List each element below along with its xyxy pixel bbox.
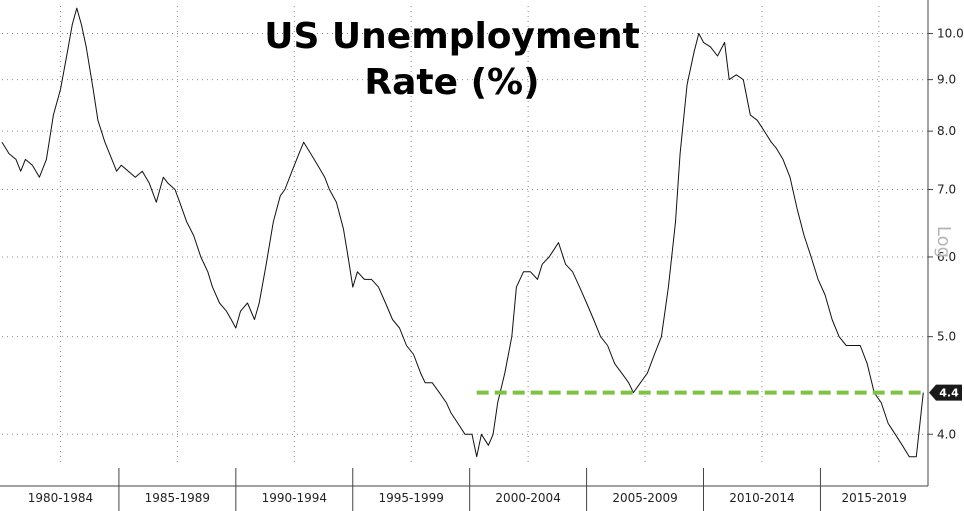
x-tick-label: 2010-2014 [729, 491, 794, 505]
log-scale-label: Log [933, 226, 954, 258]
x-tick-label: 1980-1984 [28, 491, 93, 505]
y-tick-label: 9.0 [937, 73, 956, 87]
grid-layer [2, 6, 928, 466]
series-line [1, 7, 924, 458]
y-tick-label: 6.0 [937, 250, 956, 264]
label-layer: 4.0 5.0 6.0 7.0 8.0 9.0 10.0 1980-1984 1985-1989… [28, 27, 964, 505]
y-tick-label: 8.0 [937, 124, 956, 138]
x-tick-label: 2005-2009 [612, 491, 677, 505]
y-tick-label: 4.0 [937, 427, 956, 441]
chart-title-line-1: US Unemployment [264, 16, 640, 57]
chart-title-line-2: Rate (%) [364, 62, 539, 103]
x-tick-label: 1995-1999 [379, 491, 444, 505]
last-value-badge [929, 384, 962, 401]
y-tick-label: 7.0 [937, 183, 956, 197]
x-tick-label: 2000-2004 [495, 491, 560, 505]
x-tick-label: 1990-1994 [262, 491, 327, 505]
series-layer [1, 7, 924, 458]
y-tick-label: 5.0 [937, 330, 956, 344]
y-tick-label: 10.0 [937, 27, 964, 41]
x-tick-label: 2015-2019 [842, 491, 907, 505]
x-tick-label: 1985-1989 [145, 491, 210, 505]
last-value-label: 4.4 [939, 387, 959, 400]
axes-layer [0, 0, 933, 511]
